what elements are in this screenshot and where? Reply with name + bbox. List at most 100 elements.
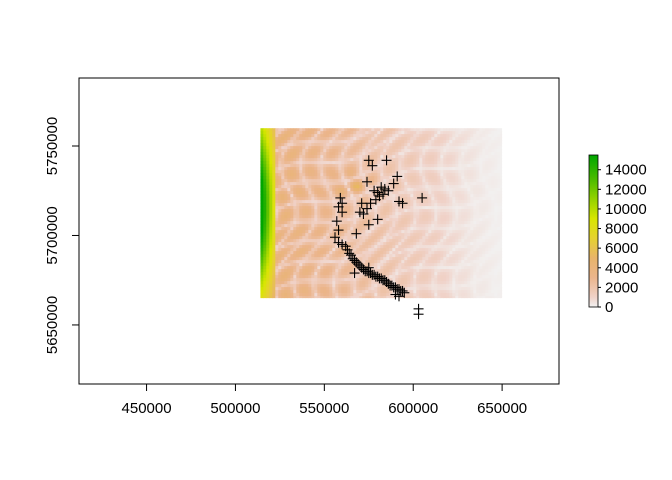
raster-cell — [443, 128, 447, 132]
raster-cell — [494, 143, 498, 147]
raster-cell — [425, 230, 429, 234]
raster-cell — [449, 200, 453, 204]
raster-cell — [416, 194, 420, 198]
raster-cell — [419, 197, 423, 201]
raster-cell — [341, 296, 345, 299]
raster-cell — [326, 293, 330, 297]
raster-cell — [338, 152, 342, 156]
raster-cell — [494, 179, 498, 183]
raster-cell — [446, 272, 450, 276]
raster-cell — [398, 194, 402, 198]
raster-cell — [446, 176, 450, 180]
raster-cell — [473, 146, 477, 150]
raster-cell — [479, 146, 483, 150]
raster-cell — [413, 224, 417, 228]
raster-cell — [446, 296, 450, 299]
raster-cell — [416, 254, 420, 258]
raster-cell — [443, 215, 447, 219]
raster-cell — [362, 203, 366, 207]
raster-cell — [401, 275, 405, 279]
raster-cell — [368, 179, 372, 183]
raster-cell — [290, 227, 294, 231]
raster-cell — [425, 158, 429, 162]
raster-cell — [365, 188, 369, 192]
raster-cell — [269, 284, 273, 288]
raster-cell — [299, 176, 303, 180]
raster-cell — [326, 212, 330, 216]
raster-cell — [458, 263, 462, 267]
raster-cell — [350, 224, 354, 228]
raster-cell — [404, 131, 408, 135]
raster-cell — [269, 170, 273, 174]
raster-cell — [350, 296, 354, 299]
raster-cell — [263, 215, 267, 219]
raster-cell — [368, 170, 372, 174]
raster-cell — [488, 266, 492, 270]
raster-cell — [431, 167, 435, 171]
raster-cell — [380, 230, 384, 234]
raster-cell — [437, 248, 441, 252]
raster-cell — [299, 155, 303, 159]
raster-cell — [308, 236, 312, 240]
raster-cell — [356, 251, 360, 255]
raster-cell — [425, 239, 429, 243]
raster-cell — [458, 230, 462, 234]
raster-cell — [398, 128, 402, 132]
raster-cell — [332, 281, 336, 285]
raster-cell — [320, 149, 324, 153]
raster-cell — [305, 221, 309, 225]
raster-cell — [287, 212, 291, 216]
raster-cell — [305, 230, 309, 234]
station-point — [372, 214, 383, 225]
raster-cell — [293, 233, 297, 237]
raster-cell — [488, 203, 492, 207]
raster-cell — [494, 215, 498, 219]
raster-cell — [446, 158, 450, 162]
raster-cell — [317, 293, 321, 297]
raster-cell — [260, 296, 264, 299]
raster-cell — [287, 230, 291, 234]
raster-cell — [305, 173, 309, 177]
raster-cell — [377, 170, 381, 174]
raster-cell — [374, 128, 378, 132]
raster-cell — [356, 158, 360, 162]
raster-cell — [302, 194, 306, 198]
raster-cell — [287, 194, 291, 198]
raster-cell — [323, 155, 327, 159]
raster-cell — [263, 206, 267, 210]
raster-cell — [281, 164, 285, 168]
raster-cell — [473, 188, 477, 192]
raster-cell — [410, 149, 414, 153]
raster-cell — [455, 185, 459, 189]
raster-cell — [419, 164, 423, 168]
raster-cell — [413, 272, 417, 276]
raster-cell — [293, 158, 297, 162]
raster-cell — [305, 257, 309, 261]
raster-cell — [479, 287, 483, 291]
raster-cell — [278, 248, 282, 252]
raster-cell — [341, 272, 345, 276]
station-point — [365, 198, 376, 209]
raster-cell — [500, 221, 503, 225]
raster-cell — [428, 194, 432, 198]
raster-cell — [329, 251, 333, 255]
raster-cell — [278, 269, 282, 273]
raster-cell — [326, 296, 330, 299]
raster-cell — [395, 185, 399, 189]
raster-cell — [332, 143, 336, 147]
raster-cell — [287, 254, 291, 258]
raster-cell — [455, 245, 459, 249]
raster-cell — [356, 230, 360, 234]
raster-cell — [356, 134, 360, 138]
raster-cell — [455, 269, 459, 273]
raster-cell — [308, 281, 312, 285]
raster-cell — [446, 263, 450, 267]
raster-cell — [329, 263, 333, 267]
raster-cell — [308, 260, 312, 264]
raster-cell — [461, 272, 465, 276]
raster-cell — [287, 158, 291, 162]
raster-cell — [476, 209, 480, 213]
raster-cell — [269, 134, 273, 138]
raster-cell — [350, 293, 354, 297]
raster-cell — [437, 191, 441, 195]
